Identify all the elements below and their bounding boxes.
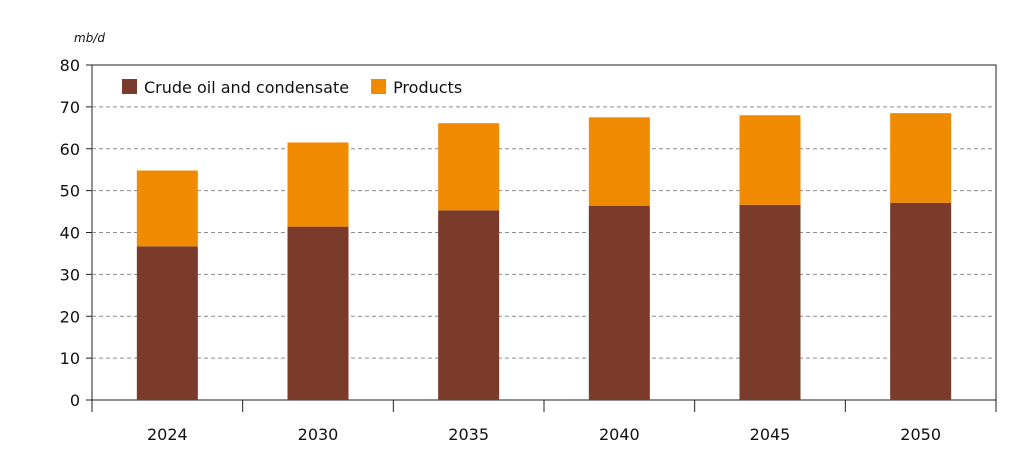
bar-products-2030 [287,142,349,227]
bars [136,113,952,400]
y-tick-label: 50 [60,182,80,201]
bar-products-2050 [890,113,952,203]
x-tick-label: 2040 [599,425,640,444]
bar-crude-oil-2024 [136,246,198,400]
legend-swatch [371,79,387,94]
x-tick-label: 2030 [298,425,339,444]
y-tick-label: 20 [60,307,80,326]
bar-products-2035 [438,123,500,211]
y-tick-label: 70 [60,98,80,117]
x-tick-label: 2024 [147,425,188,444]
x-tick-label: 2050 [900,425,941,444]
bar-crude-oil-2045 [739,204,801,400]
y-tick-label: 30 [60,265,80,284]
y-unit-label: mb/d [74,31,105,45]
bar-crude-oil-2040 [588,205,650,400]
y-tick-label: 0 [70,391,80,410]
y-tick-label: 80 [60,56,80,75]
legend-swatch [122,79,137,94]
legend-label: Crude oil and condensate [144,78,349,97]
grid-lines [92,106,996,359]
bar-crude-oil-2035 [438,210,500,400]
legend-label: Products [393,78,462,97]
bar-products-2040 [588,117,650,206]
bar-crude-oil-2030 [287,226,349,400]
y-tick-label: 10 [60,349,80,368]
x-tick-label: 2035 [448,425,489,444]
bar-crude-oil-2050 [890,202,952,400]
x-tick-label: 2045 [750,425,791,444]
y-tick-label: 40 [60,224,80,243]
y-axis: 0 10 20 30 40 50 60 70 80 [60,56,92,410]
bar-products-2024 [136,170,198,247]
y-tick-label: 60 [60,140,80,159]
x-axis: 2024 2030 2035 2040 2045 2050 [91,400,997,444]
legend: Crude oil and condensate Products [122,78,462,97]
bar-products-2045 [739,115,801,205]
